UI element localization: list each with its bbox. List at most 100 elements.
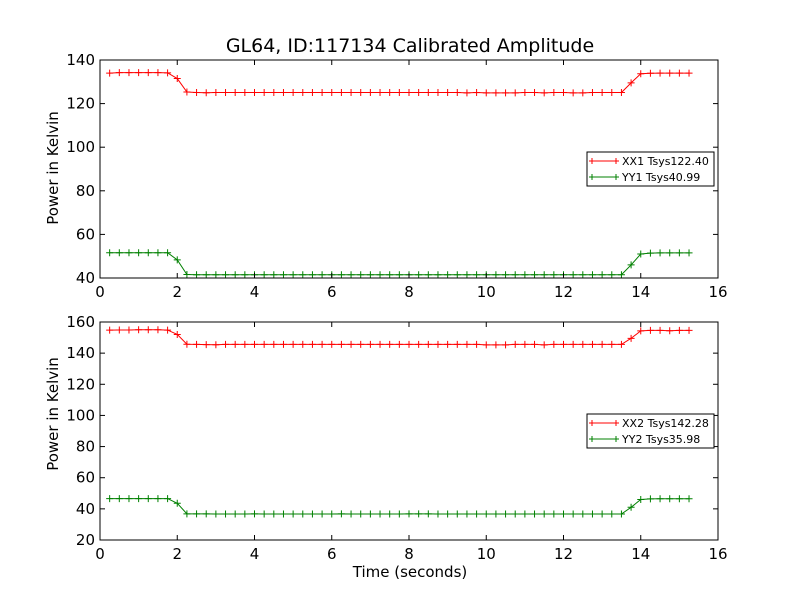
data-point-top-0 xyxy=(386,88,394,96)
data-point-top-0 xyxy=(656,69,664,77)
data-point-bottom-0 xyxy=(386,340,394,348)
data-point-bottom-0 xyxy=(598,340,606,348)
data-point-top-1 xyxy=(270,271,278,279)
data-point-top-1 xyxy=(502,271,510,279)
y-tick-label-bottom: 100 xyxy=(66,406,95,424)
data-point-bottom-0 xyxy=(308,340,316,348)
data-point-top-0 xyxy=(424,88,432,96)
data-point-top-1 xyxy=(531,271,539,279)
y-tick-label-top: 100 xyxy=(66,138,95,156)
data-point-bottom-0 xyxy=(154,326,162,334)
legend-label-top-1: YY1 Tsys40.99 xyxy=(621,171,700,184)
data-point-bottom-1 xyxy=(579,510,587,518)
data-point-top-1 xyxy=(202,271,210,279)
data-point-bottom-1 xyxy=(434,510,442,518)
data-point-top-1 xyxy=(222,271,230,279)
data-point-top-1 xyxy=(579,271,587,279)
data-point-bottom-1 xyxy=(202,510,210,518)
data-point-top-1 xyxy=(685,249,693,257)
data-point-top-1 xyxy=(241,271,249,279)
data-point-bottom-1 xyxy=(627,503,635,511)
data-point-bottom-0 xyxy=(135,326,143,334)
data-point-top-1 xyxy=(135,249,143,257)
data-point-bottom-1 xyxy=(617,510,625,518)
data-point-bottom-0 xyxy=(347,340,355,348)
data-point-top-0 xyxy=(617,88,625,96)
data-point-bottom-1 xyxy=(405,510,413,518)
data-point-bottom-0 xyxy=(656,326,664,334)
data-point-top-0 xyxy=(260,88,268,96)
data-point-bottom-0 xyxy=(482,341,490,349)
data-point-top-0 xyxy=(405,88,413,96)
data-point-top-1 xyxy=(337,271,345,279)
data-point-bottom-1 xyxy=(560,510,567,518)
data-point-bottom-0 xyxy=(444,340,452,348)
data-point-bottom-1 xyxy=(492,510,500,518)
data-point-bottom-1 xyxy=(299,510,307,518)
data-point-bottom-1 xyxy=(637,496,645,504)
data-point-top-0 xyxy=(231,88,239,96)
data-point-top-0 xyxy=(453,88,461,96)
data-point-bottom-1 xyxy=(164,495,172,503)
data-point-top-0 xyxy=(106,69,114,77)
data-point-top-0 xyxy=(637,70,645,78)
data-point-top-0 xyxy=(376,88,384,96)
data-point-top-0 xyxy=(164,69,172,77)
data-point-bottom-0 xyxy=(579,340,587,348)
data-point-bottom-1 xyxy=(279,510,287,518)
data-point-top-1 xyxy=(617,271,625,279)
data-point-top-0 xyxy=(444,88,452,96)
y-axis-label-top: Power in Kelvin xyxy=(44,111,62,225)
data-point-bottom-0 xyxy=(193,340,201,348)
data-point-bottom-1 xyxy=(318,510,326,518)
data-point-bottom-0 xyxy=(328,340,336,348)
legend-box-top xyxy=(586,151,715,187)
x-axis-label: Time (seconds) xyxy=(352,563,468,581)
x-tick-label-top: 2 xyxy=(172,283,182,301)
data-point-top-0 xyxy=(212,88,220,96)
data-point-bottom-0 xyxy=(492,341,500,349)
legend-top: XX1 Tsys122.40 YY1 Tsys40.99 xyxy=(586,151,715,187)
data-point-top-1 xyxy=(675,249,683,257)
data-point-top-1 xyxy=(386,271,394,279)
legend-box-bottom xyxy=(586,413,715,449)
data-point-top-1 xyxy=(173,256,181,264)
data-point-top-0 xyxy=(492,89,500,97)
y-tick-label-top: 40 xyxy=(76,269,95,287)
data-point-bottom-0 xyxy=(560,340,567,348)
data-point-bottom-0 xyxy=(212,341,220,349)
data-point-top-0 xyxy=(588,88,596,96)
data-point-bottom-1 xyxy=(415,510,423,518)
data-point-top-1 xyxy=(366,271,374,279)
data-point-bottom-1 xyxy=(424,510,432,518)
legend-label-top-0: XX1 Tsys122.40 xyxy=(622,155,709,168)
data-point-top-1 xyxy=(299,271,307,279)
data-point-bottom-1 xyxy=(212,510,220,518)
x-tick-label-bottom: 0 xyxy=(95,545,105,563)
data-point-bottom-0 xyxy=(366,340,374,348)
y-tick-label-bottom: 160 xyxy=(66,313,95,331)
y-tick-label-bottom: 120 xyxy=(66,375,95,393)
data-point-bottom-1 xyxy=(115,495,123,503)
data-point-top-0 xyxy=(395,88,403,96)
data-point-top-0 xyxy=(347,88,355,96)
data-point-top-0 xyxy=(598,88,606,96)
data-point-bottom-0 xyxy=(637,327,645,335)
data-point-bottom-0 xyxy=(675,326,683,334)
data-point-bottom-1 xyxy=(154,495,162,503)
x-tick-label-top: 10 xyxy=(477,283,496,301)
x-tick-label-top: 6 xyxy=(327,283,337,301)
x-tick-label-bottom: 14 xyxy=(631,545,650,563)
y-tick-label-bottom: 20 xyxy=(76,531,95,549)
data-point-bottom-0 xyxy=(521,340,529,348)
legend-bottom: XX2 Tsys142.28 YY2 Tsys35.98 xyxy=(586,413,715,449)
data-point-bottom-0 xyxy=(125,326,133,334)
data-point-bottom-0 xyxy=(502,341,510,349)
data-point-bottom-0 xyxy=(231,340,239,348)
data-point-top-1 xyxy=(357,271,365,279)
data-point-bottom-0 xyxy=(270,340,278,348)
data-point-bottom-0 xyxy=(540,341,548,349)
data-point-top-1 xyxy=(511,271,519,279)
data-point-bottom-0 xyxy=(608,340,616,348)
